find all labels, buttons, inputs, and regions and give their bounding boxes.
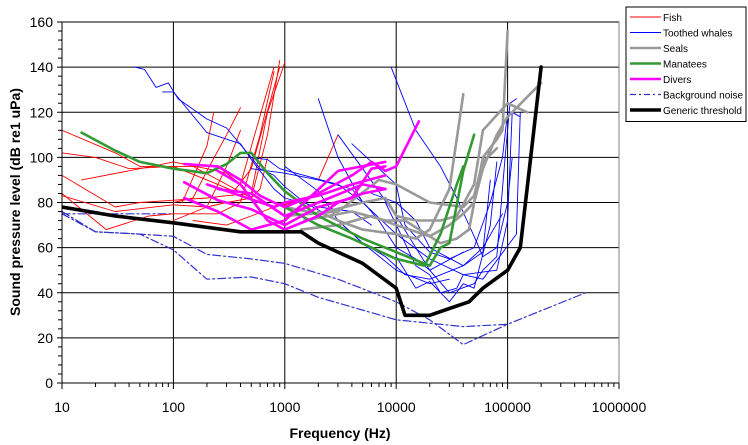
- series-line-fish: [172, 107, 241, 203]
- legend: Fish Toothed whales Seals Manatees Divers Bac…: [625, 6, 747, 122]
- legend-item: Toothed whales: [630, 29, 733, 40]
- series-line-generic-threshold: [62, 65, 543, 318]
- series-line-fish: [62, 156, 268, 212]
- axes: [57, 21, 620, 389]
- series-line-toothed-whales: [317, 98, 521, 276]
- y-tick-label: 120: [30, 104, 54, 120]
- series-line-fish: [181, 111, 215, 203]
- legend-item: Divers: [630, 75, 691, 86]
- series-line-toothed-whales: [371, 179, 491, 267]
- legend-item: Background noise: [630, 91, 743, 102]
- x-tick-label: 100000: [484, 399, 531, 415]
- y-tick-label: 160: [30, 14, 54, 30]
- x-tick-label: 10000: [377, 399, 416, 415]
- series-line-seals: [299, 81, 543, 238]
- legend-label: Seals: [663, 44, 688, 55]
- legend-item: Seals: [630, 44, 688, 55]
- y-tick-label: 140: [30, 59, 54, 75]
- y-tick-label: 100: [30, 149, 54, 165]
- series-line-fish: [62, 66, 281, 192]
- series-line-toothed-whales: [384, 111, 521, 294]
- x-axis-title: Frequency (Hz): [289, 425, 390, 441]
- y-tick-label: 60: [37, 240, 53, 256]
- series-line-fish: [62, 59, 281, 199]
- legend-label: Background noise: [663, 91, 743, 102]
- y-tick-label: 40: [37, 285, 53, 301]
- series-line-fish: [317, 134, 339, 181]
- series-line-divers: [216, 169, 387, 231]
- series-line-toothed-whales: [134, 66, 364, 203]
- y-tick-label: 80: [37, 195, 53, 211]
- series-group: [62, 29, 587, 346]
- series-line-manatees: [80, 131, 476, 268]
- series-line-toothed-whales: [395, 161, 498, 303]
- series-line-divers: [205, 174, 387, 209]
- series-line-seals: [283, 101, 529, 222]
- series-line-fish: [62, 62, 286, 208]
- plot-series: [62, 29, 587, 346]
- series-line-divers: [182, 120, 421, 209]
- legend-label: Generic threshold: [663, 106, 742, 117]
- tick-labels: 0 20 40 60 80 100 120 140 160 10 100 1000 10000 10000…: [30, 14, 647, 415]
- y-tick-label: 0: [45, 375, 53, 391]
- series-line-fish: [62, 71, 275, 231]
- legend-item: Manatees: [630, 60, 707, 71]
- series-line-seals: [303, 29, 509, 245]
- y-axis-title: Sound pressure level (dB re1 uPa): [7, 88, 23, 316]
- series-line-divers: [182, 160, 387, 231]
- series-line-divers: [182, 165, 387, 227]
- legend-label: Toothed whales: [663, 29, 733, 40]
- series-line-background-noise: [62, 213, 509, 346]
- series-line-toothed-whales: [390, 66, 513, 258]
- series-line-toothed-whales: [351, 111, 509, 260]
- series-line-seals: [283, 147, 499, 218]
- legend-label: Fish: [663, 13, 682, 24]
- y-tick-label: 20: [37, 330, 53, 346]
- x-tick-label: 1000000: [592, 399, 647, 415]
- series-line-seals: [316, 92, 465, 240]
- legend-item: Generic threshold: [630, 106, 742, 117]
- x-tick-label: 100: [162, 399, 186, 415]
- legend-label: Manatees: [663, 60, 707, 71]
- legend-item: Fish: [630, 13, 682, 24]
- series-line-toothed-whales: [284, 165, 503, 280]
- x-tick-label: 10: [54, 399, 70, 415]
- legend-label: Divers: [663, 75, 691, 86]
- x-tick-label: 1000: [269, 399, 300, 415]
- series-line-manatees: [283, 165, 465, 268]
